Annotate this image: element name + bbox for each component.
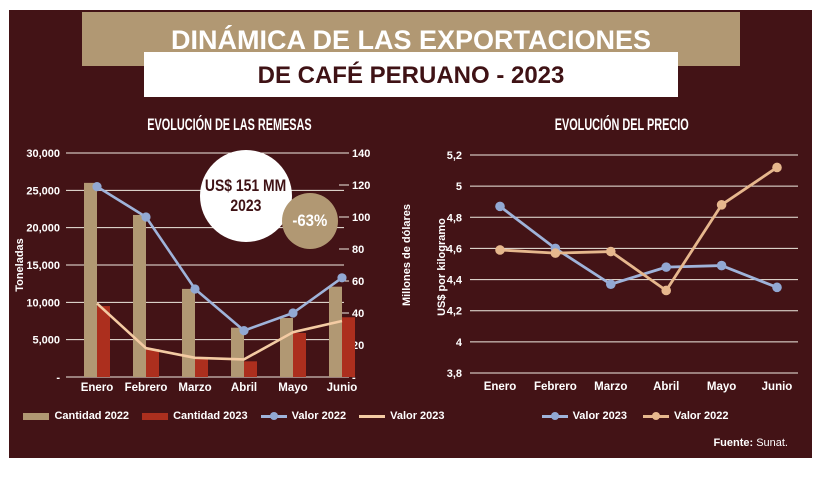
precio-chart-title: EVOLUCIÓN DEL PRECIO — [447, 115, 797, 135]
svg-text:Mayo: Mayo — [278, 382, 307, 394]
series-valor-2023 — [495, 201, 782, 293]
svg-text:Abril: Abril — [231, 382, 257, 394]
legend-swatch-line — [541, 412, 568, 421]
source-label: Fuente: — [713, 437, 754, 449]
millones-axis-label: Millones de dólares — [401, 203, 413, 307]
legend-label: Valor 2022 — [674, 410, 729, 422]
series-valor-2022 — [92, 182, 347, 336]
header-subtitle-box: DE CAFÉ PERUANO - 2023 — [144, 52, 678, 97]
precio-chart-title-text: EVOLUCIÓN DEL PRECIO — [554, 115, 689, 134]
svg-text:Marzo: Marzo — [178, 382, 211, 394]
svg-text:4,4: 4,4 — [447, 275, 463, 287]
svg-text:15,000: 15,000 — [26, 260, 60, 272]
source-value: Sunat. — [756, 437, 788, 449]
series-valor-2022 — [495, 162, 782, 296]
bubble-value-text: US$ 151 MM — [205, 176, 287, 195]
x-axis-labels: Enero Febrero Marzo Abril Mayo Junio — [81, 382, 358, 394]
svg-text:5: 5 — [456, 181, 462, 193]
svg-text:5,000: 5,000 — [32, 335, 60, 347]
legend-swatch-line — [643, 412, 669, 421]
legend-label: Valor 2022 — [291, 410, 347, 422]
legend-item-valor-2023: Valor 2023 — [541, 410, 627, 422]
svg-text:4,6: 4,6 — [447, 243, 462, 255]
legend-swatch-line — [359, 412, 386, 421]
svg-text:Enero: Enero — [484, 381, 517, 393]
bubble-year-text: 2023 — [230, 196, 262, 215]
remesas-chart-title: EVOLUCIÓN DE LAS REMESAS — [54, 115, 404, 135]
legend-item-valor-2022: Valor 2022 — [260, 410, 347, 422]
svg-text:Enero: Enero — [81, 382, 114, 394]
svg-text:100: 100 — [352, 212, 370, 224]
legend-label: Valor 2023 — [390, 410, 445, 422]
x-axis-labels: Enero Febrero Marzo Abril Mayo Junio — [484, 381, 793, 393]
svg-text:-: - — [352, 372, 356, 384]
svg-text:Febrero: Febrero — [125, 382, 168, 394]
svg-text:4,2: 4,2 — [447, 306, 462, 318]
svg-text:40: 40 — [352, 308, 364, 320]
remesas-chart: 30,000 25,000 20,000 15,000 10,000 5,000 - 140 1… — [26, 148, 370, 394]
legend-item-cantidad-2023: Cantidad 2023 — [142, 410, 248, 422]
svg-text:Mayo: Mayo — [707, 381, 736, 393]
legend-item-valor-2023: Valor 2023 — [359, 410, 445, 422]
legend-item-valor-2022: Valor 2022 — [643, 410, 728, 422]
legend-label: Cantidad 2023 — [173, 410, 248, 422]
remesas-chart-title-text: EVOLUCIÓN DE LAS REMESAS — [146, 115, 312, 134]
percent-change-text: -63% — [292, 211, 328, 230]
remesas-legend: Cantidad 2022 Cantidad 2023 Valor 2022 Valo… — [23, 406, 445, 426]
subtitle: DE CAFÉ PERUANO - 2023 — [257, 62, 565, 89]
svg-text:120: 120 — [352, 180, 370, 192]
svg-text:Junio: Junio — [327, 382, 358, 394]
percent-change-badge: -63% — [282, 193, 338, 249]
svg-text:10,000: 10,000 — [26, 297, 60, 309]
total-value-bubble: US$ 151 MM 2023 — [200, 150, 292, 242]
source-note: Fuente: Sunat. — [713, 437, 788, 449]
legend-label: Cantidad 2022 — [54, 410, 130, 422]
svg-text:Febrero: Febrero — [534, 381, 577, 393]
legend-label: Valor 2023 — [572, 410, 627, 422]
svg-text:30,000: 30,000 — [26, 148, 60, 160]
series-cantidad-2022 — [84, 182, 342, 377]
svg-text:3,8: 3,8 — [447, 368, 462, 380]
svg-text:80: 80 — [352, 244, 364, 256]
gridlines: 5,2 5 4,8 4,6 4,4 4,2 4 3,8 — [447, 150, 798, 380]
svg-text:4,8: 4,8 — [447, 212, 462, 224]
series-cantidad-2023 — [97, 306, 355, 377]
gridlines: 30,000 25,000 20,000 15,000 10,000 5,000 - 140 1… — [26, 148, 370, 384]
legend-swatch-bar — [142, 412, 169, 420]
toneladas-axis-label: Toneladas — [14, 238, 26, 292]
svg-text:20,000: 20,000 — [26, 223, 60, 235]
svg-text:20: 20 — [352, 340, 364, 352]
legend-item-cantidad-2022: Cantidad 2022 — [23, 410, 129, 422]
precio-chart: 5,2 5 4,8 4,6 4,4 4,2 4 3,8 Enero Febrero Marzo Abr… — [447, 150, 798, 393]
precio-legend: Valor 2023 Valor 2022 — [470, 406, 800, 426]
svg-text:5,2: 5,2 — [447, 150, 462, 162]
svg-text:Abril: Abril — [653, 381, 679, 393]
series-valor-2023 — [96, 302, 343, 361]
svg-text:25,000: 25,000 — [26, 185, 60, 197]
legend-swatch-bar — [23, 412, 50, 420]
main-title: DINÁMICA DE LAS EXPORTACIONES — [170, 25, 652, 55]
svg-text:60: 60 — [352, 276, 364, 288]
svg-text:Junio: Junio — [762, 381, 793, 393]
svg-text:4: 4 — [456, 337, 463, 349]
svg-text:140: 140 — [352, 148, 370, 160]
svg-text:Marzo: Marzo — [594, 381, 627, 393]
svg-text:-: - — [56, 372, 60, 384]
legend-swatch-line — [260, 412, 287, 421]
kilogramo-axis-label: US$ por kilogramo — [436, 218, 448, 316]
